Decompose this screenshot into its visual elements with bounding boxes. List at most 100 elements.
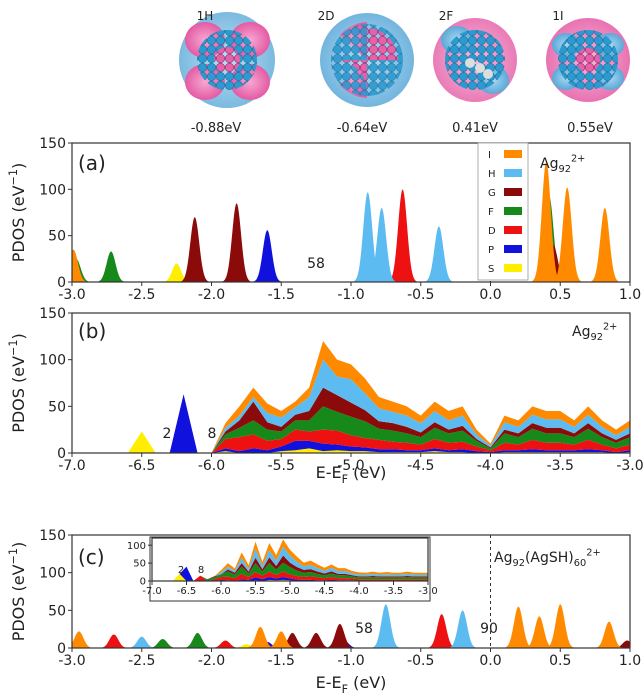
- legend-label: I: [488, 150, 491, 161]
- orbital-energy: -0.88eV: [191, 121, 242, 136]
- orbital-label: 2D: [318, 9, 335, 23]
- x-tick-label: -2.0: [198, 653, 225, 669]
- x-tick-label: -4.0: [477, 458, 504, 474]
- x-tick-label: -3.5: [384, 586, 404, 597]
- x-tick-label: 1.0: [619, 287, 641, 303]
- annotation: 8: [208, 426, 217, 442]
- x-tick-label: -5.0: [280, 586, 300, 597]
- label-part: PDOS (eV: [9, 564, 28, 641]
- x-tick-label: -5.5: [268, 458, 295, 474]
- x-tick-label: -5.5: [246, 586, 266, 597]
- x-tick-label: -6.5: [128, 458, 155, 474]
- legend-label: D: [488, 226, 496, 237]
- peak: [542, 604, 578, 648]
- legend-swatch: [504, 169, 522, 177]
- peak: [587, 208, 623, 282]
- peak: [177, 217, 213, 282]
- x-tick-label: -3.5: [547, 458, 574, 474]
- y-tick-label: 100: [127, 541, 146, 552]
- y-tick-label: 0: [140, 577, 146, 588]
- peak: [93, 251, 129, 282]
- x-tick-label: 0.5: [549, 287, 571, 303]
- peak: [219, 203, 255, 282]
- x-tick-label: -7.0: [142, 586, 162, 597]
- panel-label: (a): [78, 151, 106, 175]
- peak: [322, 624, 358, 648]
- orbital-energy: 0.41eV: [452, 121, 498, 136]
- legend-swatch: [504, 150, 522, 158]
- peak: [298, 633, 334, 648]
- peak: [61, 631, 97, 648]
- x-tick-label: -1.5: [268, 653, 295, 669]
- y-tick-label: 50: [48, 229, 66, 245]
- legend-swatch: [504, 226, 522, 234]
- label-part: PDOS (eV: [9, 185, 28, 262]
- orbital-2f: [433, 18, 517, 102]
- orbital-label: 1I: [552, 9, 563, 23]
- y-tick-label: 0: [57, 446, 66, 462]
- annotation: 90: [480, 621, 498, 637]
- annotation: 58: [307, 256, 325, 272]
- y-axis-label: PDOS (eV−1): [7, 163, 28, 263]
- x-tick-label: 1.0: [619, 653, 641, 669]
- label-part: Ag: [572, 324, 590, 340]
- y-axis-label: PDOS (eV−1): [7, 542, 28, 642]
- sample-label: Ag92(AgSH)602+: [494, 548, 601, 570]
- x-tick-label: -6.0: [211, 586, 231, 597]
- peak: [96, 634, 132, 648]
- peak: [421, 226, 457, 282]
- plot-area: [114, 341, 630, 453]
- x-tick-label: -1.5: [268, 287, 295, 303]
- peak: [528, 162, 564, 282]
- x-tick-label: -2.0: [198, 287, 225, 303]
- orbital-label: 2F: [439, 9, 454, 23]
- x-axis-label: E-EF (eV): [316, 463, 387, 486]
- label-part: −1: [7, 339, 20, 356]
- y-tick-label: 50: [48, 603, 66, 619]
- peak: [501, 607, 537, 648]
- x-tick-label: -3.0: [418, 586, 438, 597]
- label-part: 60: [574, 558, 586, 569]
- peak: [385, 189, 421, 282]
- plot-area: [56, 162, 623, 282]
- x-tick-label: -3.0: [616, 458, 643, 474]
- label-part: 92: [590, 332, 602, 343]
- peak: [368, 604, 404, 648]
- y-tick-label: 150: [39, 306, 66, 322]
- peak: [208, 640, 244, 648]
- label-part: PDOS (eV: [9, 356, 28, 433]
- y-tick-label: 0: [57, 275, 66, 291]
- label-part: −1: [7, 169, 20, 186]
- peak: [591, 622, 627, 648]
- x-tick-label: -1.0: [337, 653, 364, 669]
- label-part: E-E: [316, 463, 342, 482]
- sample-label: Ag922+: [572, 322, 617, 344]
- annotation: 8: [198, 565, 204, 576]
- figure: 1H 2D 2F 1I -0.88eV -0.64eV 0.41eV 0.55e…: [0, 0, 644, 697]
- label-part: 92: [558, 164, 570, 175]
- label-part: ): [9, 542, 28, 548]
- x-tick-label: -0.5: [407, 287, 434, 303]
- x-tick-label: -6.5: [177, 586, 197, 597]
- y-axis-label: PDOS (eV−1): [7, 333, 28, 433]
- label-part: −1: [7, 548, 20, 565]
- peak: [180, 633, 216, 648]
- orbital-energy: 0.55eV: [567, 121, 613, 136]
- label-part: Ag: [494, 550, 512, 566]
- legend-swatch: [504, 188, 522, 196]
- orbital-1i: [546, 18, 630, 102]
- y-tick-label: 150: [39, 136, 66, 152]
- peak: [249, 230, 285, 282]
- legend-swatch: [504, 207, 522, 215]
- legend-label: P: [488, 245, 494, 256]
- orbital-energy: -0.64eV: [337, 121, 388, 136]
- annotation: 58: [355, 621, 373, 637]
- peak: [124, 637, 160, 648]
- plot-area: [61, 604, 644, 648]
- label-part: ): [9, 333, 28, 339]
- label-part: (eV): [348, 463, 386, 482]
- y-tick-label: 50: [133, 559, 146, 570]
- sample-label: Ag922+: [540, 154, 585, 176]
- y-tick-label: 150: [39, 528, 66, 544]
- legend-label: S: [488, 264, 494, 275]
